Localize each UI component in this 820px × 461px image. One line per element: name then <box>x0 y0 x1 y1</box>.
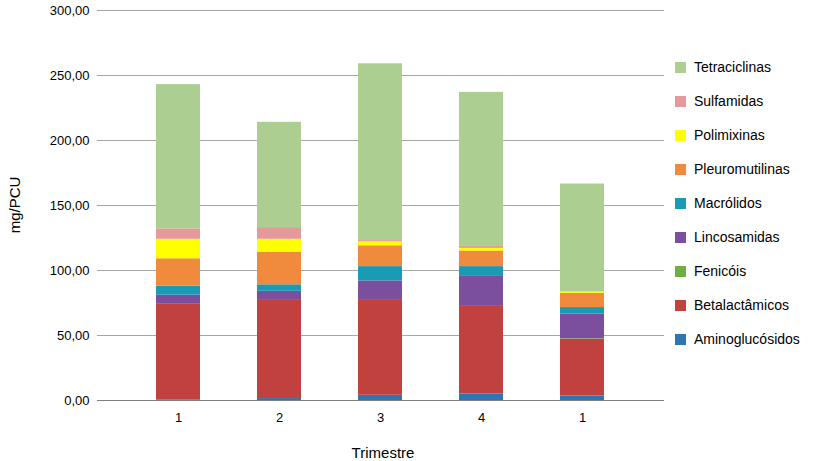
svg-text:2: 2 <box>276 410 283 425</box>
html-text:Pleuromutilinas: Pleuromutilinas <box>694 161 790 177</box>
svg-text:100,00: 100,00 <box>50 263 90 278</box>
svg-text:50,00: 50,00 <box>57 328 90 343</box>
svg-text:250,00: 250,00 <box>50 68 90 83</box>
html-text:Polimixinas: Polimixinas <box>694 127 765 143</box>
svg-text:1: 1 <box>175 410 182 425</box>
html-text:Tetraciclinas: Tetraciclinas <box>694 59 771 75</box>
html-text:Betalactâmicos: Betalactâmicos <box>694 297 789 313</box>
html-text:Aminoglucósidos: Aminoglucósidos <box>694 331 800 347</box>
svg-text:300,00: 300,00 <box>50 3 90 18</box>
html-text:mg/PCU: mg/PCU <box>5 176 23 234</box>
html-text:Fenicóis: Fenicóis <box>694 263 747 279</box>
svg-text:1: 1 <box>579 410 586 425</box>
svg-text:4: 4 <box>478 410 485 425</box>
svg-text:3: 3 <box>377 410 384 425</box>
html-text:Lincosamidas: Lincosamidas <box>694 229 780 245</box>
svg-text:150,00: 150,00 <box>50 198 90 213</box>
html-text:Sulfamidas: Sulfamidas <box>694 93 764 109</box>
svg-text:200,00: 200,00 <box>50 133 90 148</box>
svg-text:0,00: 0,00 <box>64 393 89 408</box>
html-text:Macrólidos: Macrólidos <box>694 195 762 211</box>
html-text:Trimestre: Trimestre <box>351 443 415 461</box>
